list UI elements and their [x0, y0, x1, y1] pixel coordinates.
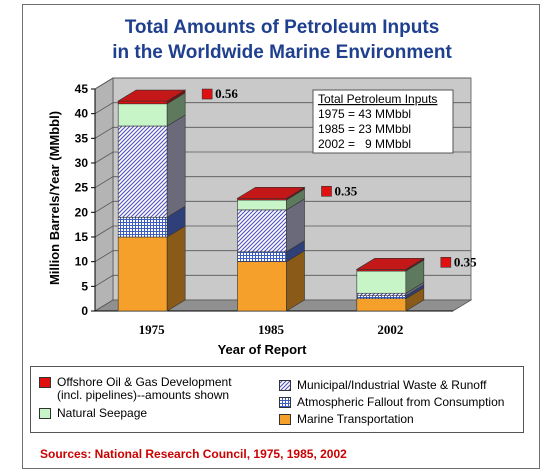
offshore-marker: [201, 88, 213, 100]
bar-segment-1975-municipal-side: [166, 114, 186, 218]
gridline: [94, 274, 471, 287]
bar-segment-1985-marine: [237, 261, 287, 312]
inset-line: 1975 = 43 MMbbl: [318, 107, 411, 121]
chart-subtitle: in the Worldwide Marine Environment: [112, 42, 452, 63]
legend-swatch-marine: [279, 414, 291, 425]
legend-item-seepage: Natural Seepage: [39, 407, 147, 420]
y-tick-label: 40: [75, 107, 89, 121]
y-tick-label: 15: [75, 230, 89, 244]
inset-title: Total Petroleum Inputs: [318, 92, 437, 106]
legend-label-seepage: Natural Seepage: [57, 406, 148, 420]
bar-segment-1975-marine: [117, 236, 168, 312]
gridline: [94, 250, 471, 263]
bar-segment-1975-offshore: [117, 100, 168, 105]
gridline: [94, 77, 471, 90]
plot-side-wall: [94, 77, 114, 312]
bar-segment-1985-seepage: [237, 199, 287, 211]
offshore-amount-label: 0.35: [335, 183, 358, 198]
legend-label-municipal: Municipal/Industrial Waste & Runoff: [297, 378, 487, 392]
y-tick-label: 20: [75, 205, 89, 219]
x-tick-label: 1985: [258, 322, 285, 337]
bar-segment-1985-atmospheric: [237, 251, 287, 262]
legend-swatch-seepage: [39, 408, 51, 419]
gridline: [94, 176, 471, 189]
inset-line: 1985 = 23 MMbbl: [318, 122, 411, 136]
legend-swatch-municipal: [279, 380, 291, 391]
y-tick-label: 30: [75, 156, 89, 170]
bar-segment-2002-atmospheric: [356, 295, 407, 299]
legend-label-marine: Marine Transportation: [297, 412, 414, 426]
legend-label-offshore-line2: (incl. pipelines)--amounts shown: [57, 388, 230, 402]
bar-segment-1975-municipal: [117, 125, 168, 218]
y-tick-label: 35: [75, 131, 89, 145]
bar-segment-2002-seepage: [356, 270, 407, 294]
bar-segment-1975-marine-side: [166, 225, 186, 312]
bar-top-1975: [117, 89, 187, 102]
bar-top-2002: [355, 258, 425, 270]
inset-line: 2002 = 9 MMbbl: [318, 137, 411, 151]
legend-swatch-offshore: [39, 377, 51, 388]
y-tick-label: 10: [75, 255, 89, 269]
gridline: [94, 225, 471, 238]
bar-top-1985: [236, 186, 306, 199]
offshore-amount-label: 0.35: [454, 254, 477, 269]
x-axis-label: Year of Report: [218, 342, 308, 357]
legend-label-offshore: Offshore Oil & Gas Development (incl. pip…: [57, 376, 232, 402]
source-note: Sources: National Research Council, 1975…: [40, 447, 347, 461]
bar-segment-1975-seepage: [117, 103, 168, 127]
y-axis-label: Million Barrels/Year (MMbbl): [47, 111, 62, 285]
chart-title: Total Amounts of Petroleum Inputs: [125, 17, 440, 38]
y-tick-label: 0: [81, 304, 88, 318]
y-tick-label: 45: [75, 82, 89, 96]
y-tick-label: 5: [81, 279, 88, 293]
legend-item-marine: Marine Transportation: [279, 413, 414, 426]
offshore-marker: [321, 185, 332, 197]
legend: Offshore Oil & Gas Development (incl. pip…: [30, 366, 524, 433]
legend-swatch-atmospheric: [279, 397, 291, 408]
bar-segment-2002-municipal: [356, 292, 407, 297]
x-tick-label: 1975: [139, 322, 166, 337]
y-tick-label: 25: [75, 181, 89, 195]
offshore-marker: [440, 257, 452, 268]
legend-item-atmospheric: Atmospheric Fallout from Consumption: [279, 396, 504, 409]
bar-segment-1985-municipal: [237, 209, 287, 253]
gridline: [94, 200, 471, 213]
bar-segment-1975-atmospheric: [117, 216, 168, 238]
inset-box: [312, 89, 454, 154]
legend-item-offshore: Offshore Oil & Gas Development (incl. pip…: [39, 376, 232, 402]
legend-label-offshore-line1: Offshore Oil & Gas Development: [57, 375, 232, 389]
offshore-amount-label: 0.56: [215, 86, 238, 101]
legend-label-atmospheric: Atmospheric Fallout from Consumption: [297, 395, 505, 409]
bar-segment-2002-marine: [356, 298, 407, 312]
legend-item-municipal: Municipal/Industrial Waste & Runoff: [279, 379, 486, 392]
x-tick-label: 2002: [377, 322, 403, 337]
